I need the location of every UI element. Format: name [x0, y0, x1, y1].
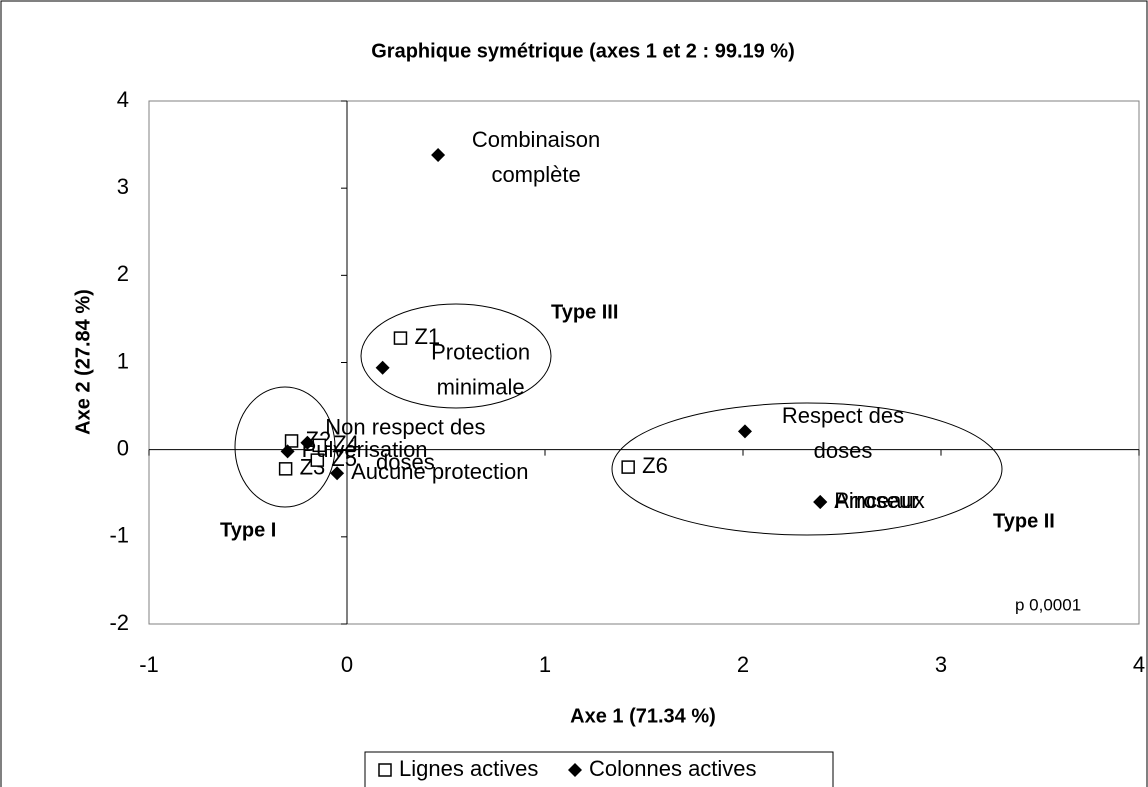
- point-label: minimale: [437, 375, 525, 400]
- point: [284, 434, 299, 448]
- point: [431, 148, 446, 163]
- group-ellipse: [360, 303, 552, 409]
- group-ellipse: [611, 402, 1003, 536]
- point-label: Z5: [331, 446, 357, 471]
- x-tick-label: 0: [341, 652, 353, 677]
- y-tick-label: -2: [109, 610, 129, 635]
- legend-label: Colonnes actives: [589, 756, 757, 781]
- point-label: Arroseur: [834, 488, 918, 513]
- point-label: Z4: [333, 431, 359, 456]
- x-tick-label: 2: [737, 652, 749, 677]
- point: [330, 466, 345, 481]
- annotation: Type III: [551, 301, 618, 323]
- y-tick-label: 2: [117, 261, 129, 286]
- point: [378, 763, 392, 777]
- chart-title: Graphique symétrique (axes 1 et 2 : 99.1…: [371, 40, 795, 62]
- point: [278, 462, 293, 476]
- point-label: Pinceaux: [834, 488, 925, 513]
- point-label: Non respect des: [325, 415, 485, 440]
- annotation: Type I: [220, 519, 276, 541]
- x-tick-label: 3: [935, 652, 947, 677]
- y-tick-label: 0: [117, 435, 129, 460]
- point-label: Aucune protection: [351, 459, 528, 484]
- point: [393, 331, 408, 345]
- point-label: complète: [491, 162, 580, 187]
- annotation: p 0,0001: [1015, 595, 1081, 614]
- y-tick-label: -1: [109, 523, 129, 548]
- plot-area: [148, 100, 1140, 625]
- x-axis-title: Axe 1 (71.34 %): [570, 705, 716, 727]
- point: [813, 494, 828, 509]
- y-axis-title: Axe 2 (27.84 %): [72, 289, 94, 435]
- y-tick-label: 1: [117, 348, 129, 373]
- y-tick-label: 3: [117, 174, 129, 199]
- point: [310, 453, 325, 467]
- point: [375, 360, 390, 375]
- point-label: doses: [376, 450, 435, 475]
- point-label: Combinaison: [472, 127, 600, 152]
- point-label: Z6: [642, 453, 668, 478]
- legend-label: Lignes actives: [399, 756, 538, 781]
- point: [621, 460, 635, 474]
- legend: [364, 751, 834, 787]
- point-label: Pulvérisation: [302, 437, 428, 462]
- x-tick-label: 1: [539, 652, 551, 677]
- point-label: doses: [814, 438, 873, 463]
- point: [737, 424, 752, 439]
- annotation: Type II: [993, 510, 1055, 532]
- point: [312, 438, 327, 453]
- point: [280, 444, 295, 459]
- point-label: Respect des: [782, 403, 904, 428]
- group-ellipse: [234, 386, 336, 508]
- point: [568, 763, 582, 777]
- point-label: Protection: [431, 340, 530, 365]
- x-tick-label: 4: [1133, 652, 1145, 677]
- y-tick-label: 4: [117, 87, 129, 112]
- x-tick-label: -1: [139, 652, 159, 677]
- point-label: Z1: [414, 324, 440, 349]
- point: [300, 435, 315, 450]
